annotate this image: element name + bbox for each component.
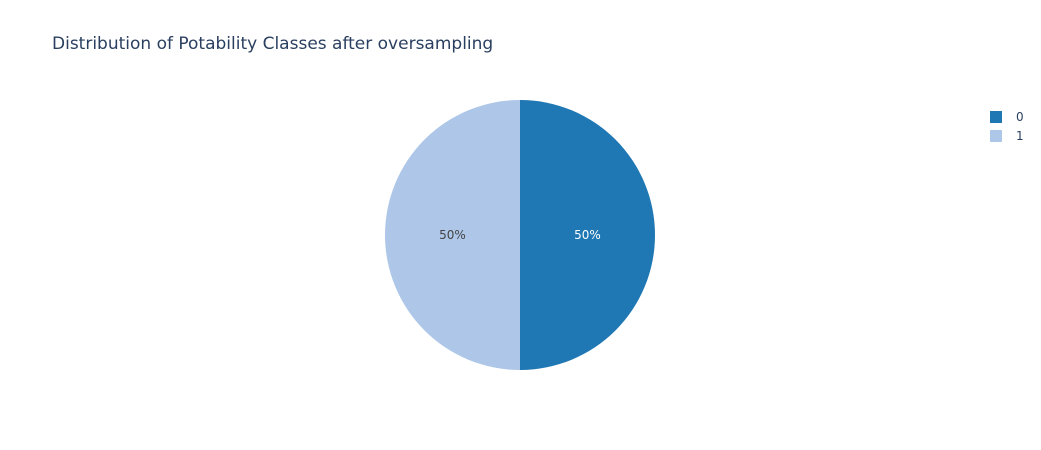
pie-slice-0[interactable] (520, 100, 655, 370)
legend-swatch-1 (990, 129, 1002, 142)
pie-slice-1[interactable] (385, 100, 520, 370)
legend[interactable]: 0 1 (990, 107, 1024, 145)
slice-label-1: 50% (439, 228, 466, 242)
legend-item-1[interactable]: 1 (990, 126, 1024, 145)
legend-item-0[interactable]: 0 (990, 107, 1024, 126)
legend-swatch-0 (990, 110, 1002, 123)
slice-label-0: 50% (574, 228, 601, 242)
legend-label-0: 0 (1016, 109, 1024, 124)
chart-title: Distribution of Potability Classes after… (52, 34, 494, 54)
legend-label-1: 1 (1016, 128, 1024, 143)
